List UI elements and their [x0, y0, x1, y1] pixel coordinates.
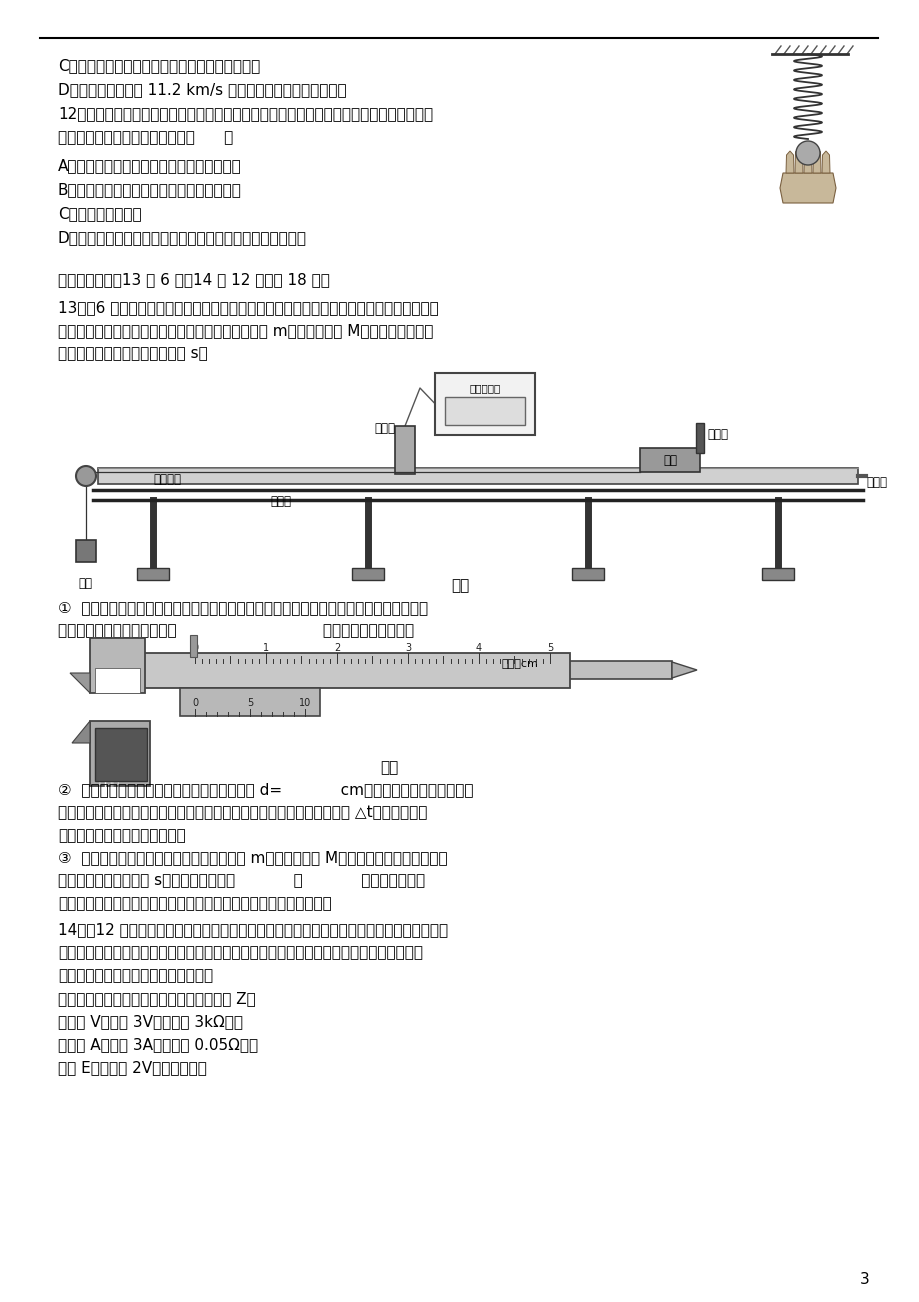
Text: 由图示初始位置到光电门的距离 s。: 由图示初始位置到光电门的距离 s。 [58, 346, 208, 361]
Text: 守恒。本次实验中已测量出的物理量有：钩码的质量 m、滑块的质量 M、滑块上的遮光条: 守恒。本次实验中已测量出的物理量有：钩码的质量 m、滑块的质量 M、滑块上的遮光… [58, 323, 433, 339]
Text: 的范围内相等（用物理量符号表示），即可验证系统的机械能守恒。: 的范围内相等（用物理量符号表示），即可验证系统的机械能守恒。 [58, 896, 332, 911]
Polygon shape [794, 148, 802, 173]
Bar [445, 397, 525, 424]
Bar [640, 448, 699, 473]
Text: 从图示初始位置由静止释放，由数字计时器读出遮光条通过光电门的时间 △t，则可计算出: 从图示初始位置由静止释放，由数字计时器读出遮光条通过光电门的时间 △t，则可计算… [58, 805, 427, 820]
Polygon shape [812, 148, 820, 173]
Text: 10: 10 [299, 699, 311, 710]
Text: B．小球、弹簧与地球组成的系统机械能守恒: B．小球、弹簧与地球组成的系统机械能守恒 [58, 182, 242, 197]
Bar [696, 423, 703, 453]
Text: 刻度尺: 刻度尺 [269, 495, 290, 508]
Text: D．小球下落过程中，小球动能与弹簧弹性势能之和不断增大: D．小球下落过程中，小球动能与弹簧弹性势能之和不断增大 [58, 230, 307, 245]
Polygon shape [803, 147, 811, 173]
Text: 5: 5 [546, 643, 552, 654]
Text: 0: 0 [192, 699, 198, 710]
Bar [90, 721, 150, 786]
Bar [95, 728, 147, 781]
Text: 10: 10 [299, 698, 311, 708]
Bar [761, 568, 793, 579]
Text: 图甲: 图甲 [450, 578, 469, 592]
Text: 电流表 A（量程 3A，内阻约 0.05Ω）；: 电流表 A（量程 3A，内阻约 0.05Ω）； [58, 1036, 258, 1052]
Text: 升高而增大，而半导体材料的电阻率随温度的升高而减小。某课题研究组需要研究某种导电: 升高而增大，而半导体材料的电阻率随温度的升高而减小。某课题研究组需要研究某种导电 [58, 945, 423, 960]
Bar [140, 654, 570, 687]
Text: 光电门: 光电门 [374, 422, 395, 435]
Bar [90, 638, 145, 693]
Text: 1: 1 [263, 643, 268, 654]
Text: 3: 3 [404, 643, 411, 654]
Text: 电压表 V（量程 3V，内阻约 3kΩ）；: 电压表 V（量程 3V，内阻约 3kΩ）； [58, 1014, 243, 1029]
Text: 14．（12 分）物质材料的电阻率往往随温度的变化而变化，一般金属材料的电阻率随温度的: 14．（12 分）物质材料的电阻率往往随温度的变化而变化，一般金属材料的电阻率随… [58, 922, 448, 937]
Text: 材料的导电规律，他们选用的器材有：: 材料的导电规律，他们选用的器材有： [58, 967, 213, 983]
Bar [572, 568, 604, 579]
Text: 0: 0 [192, 699, 198, 710]
Text: 遮光条: 遮光条 [98, 776, 119, 789]
Bar [551, 661, 671, 680]
Text: 滑块经过光电门时的瞬时速度。: 滑块经过光电门时的瞬时速度。 [58, 828, 186, 842]
Polygon shape [70, 673, 90, 693]
Polygon shape [779, 173, 835, 203]
Text: 气垫导轨: 气垫导轨 [153, 473, 181, 486]
Text: ②  如图乙所示，用游标卡尺测得遮光条的宽度 d=            cm；实验时挂上钩码，将滑块: ② 如图乙所示，用游标卡尺测得遮光条的宽度 d= cm；实验时挂上钩码，将滑块 [58, 783, 473, 797]
Text: 数字计时器: 数字计时器 [469, 383, 500, 393]
Text: ①  实验前需要调整气垫导轨底座使之水平，其方法是：接通气源，将滑块置于气垫导轨任: ① 实验前需要调整气垫导轨底座使之水平，其方法是：接通气源，将滑块置于气垫导轨任 [58, 600, 427, 615]
Bar [394, 426, 414, 474]
Bar [435, 372, 535, 435]
Bar [180, 687, 320, 716]
Bar [137, 568, 169, 579]
Text: 遮光条: 遮光条 [706, 428, 727, 441]
Polygon shape [671, 661, 697, 678]
Text: 12．竖直悬挂的轻弹簧下连接一个小球，用手托起小球，使弹簧处于压缩状态，如图所示。: 12．竖直悬挂的轻弹簧下连接一个小球，用手托起小球，使弹簧处于压缩状态，如图所示… [58, 105, 433, 121]
Text: 用该种导电材料制作而成的电阻较小的元件 Z；: 用该种导电材料制作而成的电阻较小的元件 Z； [58, 991, 255, 1006]
Text: 钩码: 钩码 [78, 577, 92, 590]
Text: 单位：cm: 单位：cm [501, 659, 538, 669]
Circle shape [76, 466, 96, 486]
Text: 10: 10 [299, 699, 311, 710]
Polygon shape [72, 721, 90, 743]
Text: C．卫星做匀速圆周运动离地越高，环绕周期越大: C．卫星做匀速圆周运动离地越高，环绕周期越大 [58, 59, 260, 73]
Text: 13．（6 分）某实验小组利用如图甲所示的实验装置来验证钩码和滑块所组成的系统机械能: 13．（6 分）某实验小组利用如图甲所示的实验装置来验证钩码和滑块所组成的系统机… [58, 299, 438, 315]
Text: 则迅速放手后（不计空气阻力）（      ）: 则迅速放手后（不计空气阻力）（ ） [58, 130, 233, 145]
Bar [352, 568, 383, 579]
Text: ③  实验中又测量出相关物理量：钩码的质量 m、滑块的质量 M、滑块上的遮光条由图示初: ③ 实验中又测量出相关物理量：钩码的质量 m、滑块的质量 M、滑块上的遮光条由图… [58, 850, 448, 865]
Text: 5: 5 [246, 699, 253, 710]
Text: C．小球机械能守恒: C．小球机械能守恒 [58, 206, 142, 221]
Text: 始位置到光电门的距离 s。本实验通过比较            和            在实验误差允许: 始位置到光电门的距离 s。本实验通过比较 和 在实验误差允许 [58, 874, 425, 888]
Text: A．放手后瞬间小球的加速度等于重力加速度: A．放手后瞬间小球的加速度等于重力加速度 [58, 158, 242, 173]
Polygon shape [785, 151, 793, 173]
Text: 10: 10 [244, 699, 255, 710]
Text: 电源 E（电动势 2V，内阻不计）: 电源 E（电动势 2V，内阻不计） [58, 1060, 207, 1075]
Text: 2: 2 [334, 643, 340, 654]
Bar [190, 635, 197, 658]
Text: 4: 4 [475, 643, 482, 654]
Bar [98, 467, 857, 484]
Polygon shape [95, 668, 140, 693]
Text: 连气源: 连气源 [865, 477, 886, 490]
Text: 3: 3 [859, 1272, 869, 1286]
Text: 图乙: 图乙 [380, 760, 398, 775]
Text: 意位置上，（未挂钩码前）若                              则说明导轨是水平的。: 意位置上，（未挂钩码前）若 则说明导轨是水平的。 [58, 622, 414, 638]
Circle shape [795, 141, 819, 165]
Text: 0: 0 [192, 643, 198, 654]
Text: 滑块: 滑块 [663, 454, 676, 467]
Text: 5: 5 [246, 698, 253, 708]
Text: D．当发射速度达到 11.2 km/s 时，卫星能脱离太阳系的束缚: D．当发射速度达到 11.2 km/s 时，卫星能脱离太阳系的束缚 [58, 82, 346, 98]
Bar [76, 540, 96, 562]
Text: 二、实验题：（13 题 6 分，14 题 12 分，共 18 分）: 二、实验题：（13 题 6 分，14 题 12 分，共 18 分） [58, 272, 330, 286]
Text: 0: 0 [192, 698, 198, 708]
Polygon shape [821, 151, 829, 173]
